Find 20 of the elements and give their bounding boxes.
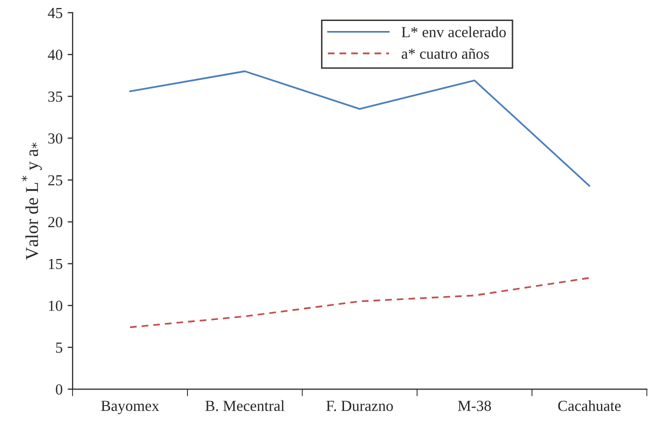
- y-tick-label: 40: [48, 50, 62, 60]
- y-tick-label: 20: [48, 216, 62, 228]
- y-tick-label: 5: [56, 342, 62, 353]
- legend-label: a* cuatro años: [402, 48, 489, 59]
- x-tick-label: B. Mecentral: [205, 400, 284, 412]
- y-axis-title: Valor de L$^{*}$ y a$_{*}$: [22, 142, 42, 260]
- y-tick-label: 35: [48, 92, 62, 102]
- x-tick-label: Bayomex: [101, 400, 160, 414]
- y-tick-label: 15: [48, 258, 62, 270]
- y-tick-label: 10: [48, 300, 62, 311]
- y-tick-label: 0: [56, 384, 62, 395]
- x-tick-label: F. Durazno: [326, 400, 393, 412]
- y-tick-label: 30: [48, 133, 62, 144]
- x-tick-label: M-38: [458, 400, 491, 412]
- y-tick-label: 25: [48, 175, 62, 186]
- legend-label: L* env acelerado: [402, 26, 506, 38]
- y-tick-label: 45: [48, 8, 62, 18]
- line-series: [129, 277, 590, 328]
- x-tick-label: Cacahuate: [558, 400, 621, 412]
- line-series: [129, 70, 590, 187]
